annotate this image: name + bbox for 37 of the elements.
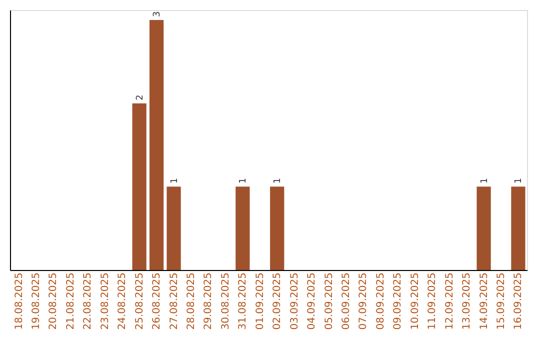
- x-tick-label: 18.08.2025: [14, 272, 25, 330]
- x-tick-label: 08.09.2025: [375, 272, 386, 330]
- x-tick-label: 01.09.2025: [254, 272, 266, 330]
- data-label: 1: [480, 178, 490, 184]
- x-tick-label: 11.09.2025: [427, 272, 438, 330]
- x-tick-label: 23.08.2025: [100, 272, 111, 330]
- data-label: 1: [170, 178, 180, 184]
- x-tick-label: 05.09.2025: [324, 272, 335, 330]
- data-label: 1: [238, 178, 249, 184]
- x-tick-label: 29.08.2025: [203, 272, 214, 330]
- data-label: 1: [273, 178, 284, 184]
- x-tick-label: 28.08.2025: [186, 272, 197, 330]
- x-tick-label: 13.09.2025: [462, 272, 473, 330]
- x-tick-label: 15.09.2025: [496, 272, 507, 330]
- x-tick-label: 31.08.2025: [238, 272, 249, 330]
- x-tick-label: 02.09.2025: [272, 272, 284, 330]
- x-tick-label: 21.08.2025: [65, 272, 76, 330]
- data-label: 2: [135, 94, 146, 100]
- x-tick-label: 16.09.2025: [513, 272, 524, 330]
- data-label: 1: [514, 178, 524, 184]
- x-tick-label: 25.08.2025: [134, 272, 146, 330]
- x-tick-label: 20.08.2025: [48, 272, 60, 330]
- x-tick-label: 14.09.2025: [478, 272, 490, 330]
- x-tick-label: 06.09.2025: [341, 272, 352, 330]
- x-tick-label: 04.09.2025: [306, 272, 318, 330]
- x-tick-label: 19.08.2025: [31, 272, 42, 330]
- x-tick-label: 30.08.2025: [220, 272, 232, 330]
- x-tick-label: 03.09.2025: [289, 272, 300, 330]
- x-tick-label: 27.08.2025: [168, 272, 180, 330]
- x-tick-label: 09.09.2025: [392, 272, 404, 330]
- data-label: 3: [152, 11, 163, 17]
- x-tick-label: 26.08.2025: [152, 272, 163, 330]
- x-tick-label: 24.08.2025: [117, 272, 128, 330]
- x-tick-label: 12.09.2025: [444, 272, 456, 330]
- x-tick-label: 07.09.2025: [358, 272, 370, 330]
- x-tick-label: 10.09.2025: [410, 272, 421, 330]
- x-tick-label: 22.08.2025: [82, 272, 94, 330]
